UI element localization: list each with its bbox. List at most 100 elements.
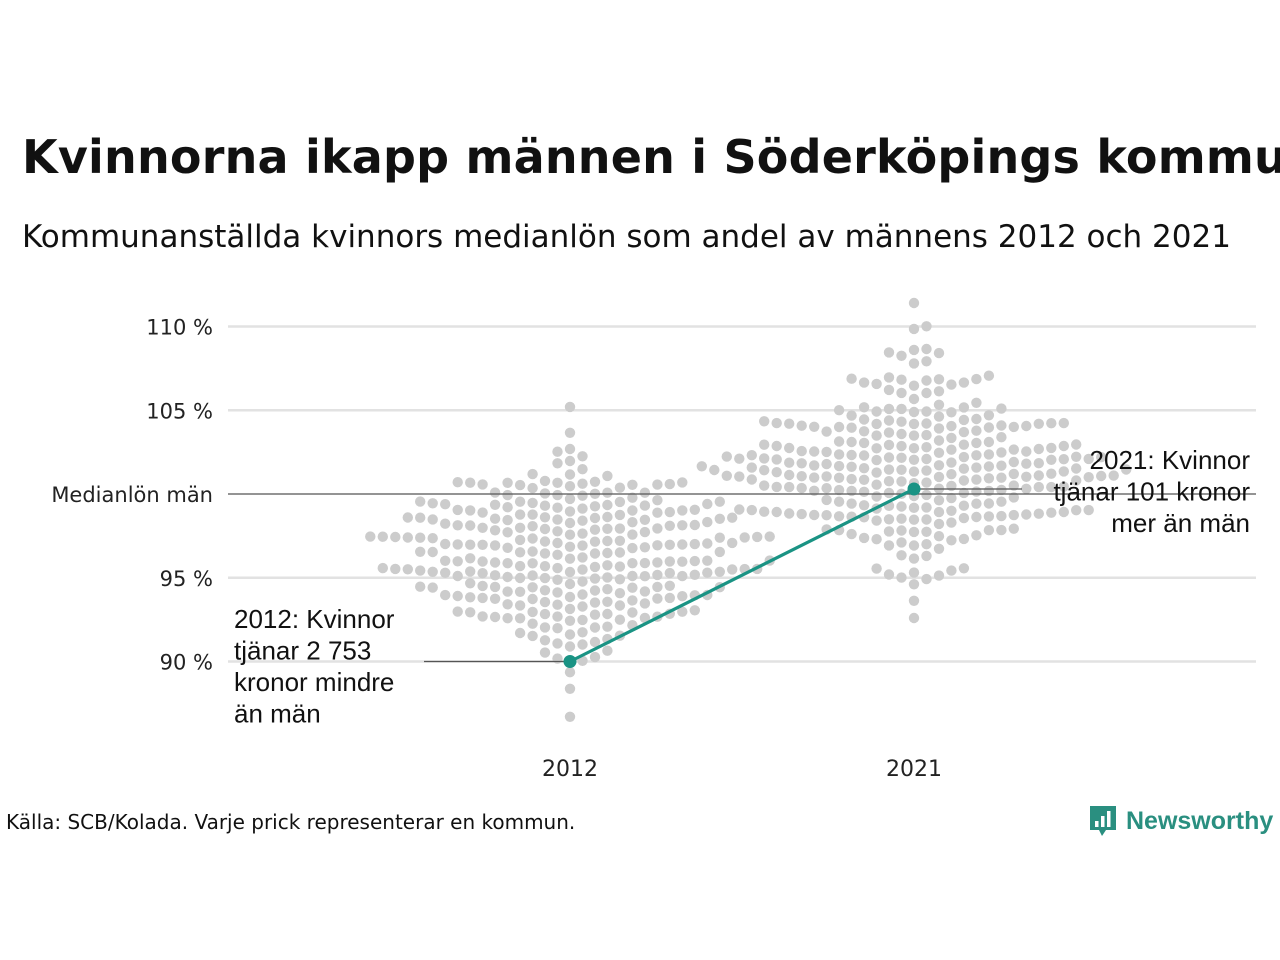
dot-2021 <box>809 460 820 471</box>
dot-2021 <box>921 442 932 453</box>
dot-2021 <box>821 483 832 494</box>
dot-2012 <box>539 500 551 511</box>
dot-2021 <box>871 515 882 526</box>
dot-2012 <box>489 540 501 551</box>
dot-2021 <box>933 531 945 542</box>
dot-2012 <box>627 505 638 516</box>
dot-2012 <box>415 581 426 592</box>
dot-2012 <box>465 520 476 531</box>
dot-2012 <box>577 503 588 514</box>
dot-2012 <box>539 585 551 596</box>
dot-2012 <box>589 622 601 633</box>
dot-2012 <box>452 570 463 582</box>
dot-2021 <box>759 453 770 464</box>
dot-2012 <box>677 606 688 617</box>
dot-2021 <box>696 461 707 472</box>
dot-2012 <box>577 451 588 462</box>
dot-2021 <box>709 464 720 476</box>
dot-2012 <box>514 613 526 624</box>
dot-2021 <box>771 467 782 478</box>
dot-2021 <box>958 439 970 450</box>
dot-2021 <box>858 474 870 485</box>
dot-2021 <box>821 471 832 482</box>
dot-2012 <box>552 623 563 634</box>
dot-2012 <box>502 527 513 538</box>
dot-2021 <box>921 573 932 585</box>
dot-2021 <box>908 502 920 513</box>
dot-2012 <box>602 572 613 583</box>
dot-2012 <box>589 536 601 547</box>
dot-2012 <box>552 653 563 664</box>
dot-2012 <box>552 526 563 537</box>
dot-2021 <box>896 350 907 361</box>
dot-2012 <box>477 568 488 579</box>
dot-2021 <box>958 500 970 511</box>
dot-2021 <box>883 427 895 438</box>
dot-2012 <box>502 571 513 583</box>
x-tick-label: 2021 <box>886 757 942 782</box>
dot-2012 <box>714 513 725 524</box>
dot-2012 <box>714 546 725 558</box>
dot-2012 <box>589 501 601 512</box>
dot-2012 <box>427 498 438 509</box>
dot-2012 <box>552 514 563 525</box>
dot-2021 <box>1021 446 1032 457</box>
dot-2012 <box>627 558 638 569</box>
dot-2012 <box>489 557 501 568</box>
dot-2012 <box>727 537 738 549</box>
dot-2021 <box>933 471 945 483</box>
dot-2012 <box>627 542 638 554</box>
dot-2021 <box>1021 471 1032 482</box>
dot-2012 <box>539 475 551 487</box>
dot-2012 <box>539 488 551 499</box>
dot-2021 <box>833 421 845 433</box>
dot-2012 <box>652 593 663 604</box>
dot-2021 <box>784 508 795 519</box>
dot-2012 <box>577 576 588 587</box>
dot-2012 <box>427 582 438 593</box>
dot-2021 <box>971 498 982 509</box>
dot-2021 <box>971 425 982 436</box>
dot-2021 <box>784 481 795 493</box>
dot-2021 <box>721 470 732 481</box>
dot-2012 <box>527 570 538 581</box>
dot-2021 <box>771 506 782 518</box>
dot-2012 <box>639 500 651 511</box>
chart-title: Kvinnorna ikapp männen i Söderköpings ko… <box>22 130 1280 184</box>
annotation-2021-line: tjänar 101 kronor <box>1053 477 1250 507</box>
dot-2021 <box>996 403 1007 414</box>
dot-2021 <box>908 418 920 430</box>
dot-2012 <box>589 597 601 608</box>
dot-2021 <box>858 500 870 511</box>
dot-2021 <box>784 418 795 429</box>
dot-2021 <box>796 508 807 520</box>
dot-2021 <box>833 449 845 460</box>
dot-2012 <box>440 518 451 529</box>
dot-2012 <box>552 574 563 585</box>
dot-2021 <box>883 487 895 499</box>
dot-2012 <box>589 561 601 573</box>
dot-2012 <box>489 570 501 581</box>
dot-2021 <box>833 436 845 447</box>
dot-2021 <box>858 402 870 413</box>
dot-2012 <box>477 539 488 550</box>
dot-2021 <box>759 465 770 476</box>
dot-2012 <box>602 535 613 547</box>
dot-2012 <box>664 478 675 490</box>
dot-2021 <box>958 377 970 388</box>
dot-2021 <box>896 513 907 524</box>
dot-2021 <box>908 540 920 551</box>
dot-2012 <box>589 512 601 524</box>
dot-2012 <box>602 560 613 571</box>
dot-2021 <box>933 460 945 471</box>
dot-2012 <box>602 511 613 523</box>
dot-2012 <box>552 446 563 457</box>
dot-2012 <box>614 547 626 558</box>
dot-2021 <box>921 387 932 399</box>
dot-2012 <box>539 572 551 584</box>
dot-2012 <box>652 507 663 518</box>
dot-2021 <box>921 406 932 417</box>
dot-2012 <box>539 548 551 559</box>
dot-2012 <box>627 529 638 540</box>
